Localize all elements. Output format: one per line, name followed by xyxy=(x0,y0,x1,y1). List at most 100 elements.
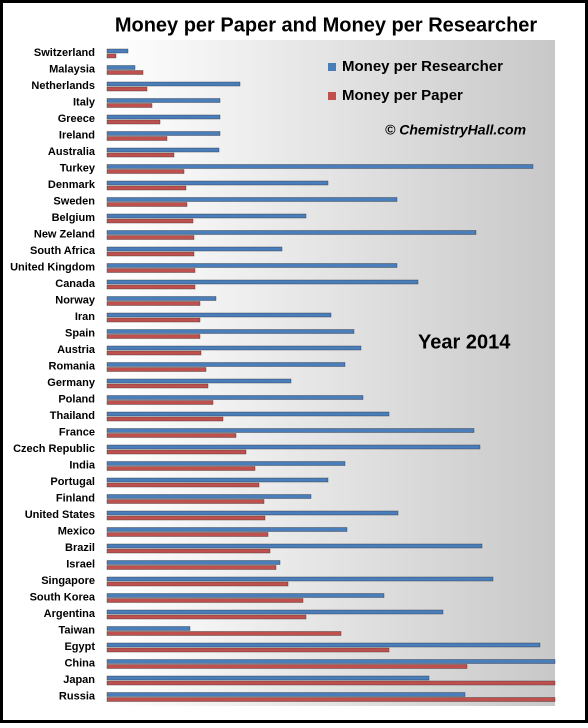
bar xyxy=(106,70,144,75)
bar xyxy=(106,329,355,334)
bar xyxy=(106,515,266,521)
bar xyxy=(106,202,188,207)
bar xyxy=(106,114,221,120)
plot-area xyxy=(107,40,555,706)
bar xyxy=(106,334,201,339)
bar xyxy=(106,152,175,158)
bar xyxy=(106,218,194,224)
bar xyxy=(106,131,221,136)
y-tick-label: France xyxy=(59,426,95,438)
bar xyxy=(106,284,196,290)
bar xyxy=(106,53,117,59)
bar xyxy=(106,103,153,108)
bar xyxy=(106,449,247,455)
bar xyxy=(106,642,541,648)
bar xyxy=(106,147,220,153)
bar xyxy=(106,532,269,537)
legend-swatch xyxy=(328,92,336,100)
bar xyxy=(106,362,346,367)
bar xyxy=(106,593,385,598)
bar xyxy=(106,560,281,565)
bar xyxy=(106,494,312,499)
bar xyxy=(106,312,332,318)
bar xyxy=(106,614,307,620)
bar xyxy=(106,395,364,400)
y-tick-label: Austria xyxy=(57,344,96,356)
y-tick-label: Romania xyxy=(49,360,96,372)
y-tick-label: Singapore xyxy=(41,575,95,587)
bar xyxy=(106,466,256,471)
bar xyxy=(106,296,217,301)
y-tick-label: Canada xyxy=(55,278,96,290)
bar xyxy=(106,98,221,103)
y-tick-label: United States xyxy=(25,509,95,521)
bar xyxy=(106,197,398,202)
y-tick-label: Spain xyxy=(65,327,95,339)
annotation: Year 2014 xyxy=(418,331,511,353)
y-tick-label: Switzerland xyxy=(34,47,95,59)
y-tick-label: Iran xyxy=(75,311,95,323)
bar xyxy=(106,65,136,70)
bar xyxy=(106,180,329,186)
bar xyxy=(106,263,398,268)
y-tick-label: Israel xyxy=(66,558,95,570)
y-tick-label: Finland xyxy=(56,492,95,504)
legend-label: Money per Researcher xyxy=(342,58,503,75)
y-tick-label: Argentina xyxy=(44,608,96,620)
y-tick-label: Turkey xyxy=(60,162,96,174)
bar xyxy=(106,433,237,438)
y-tick-label: Thailand xyxy=(50,410,95,422)
bar xyxy=(106,664,468,669)
y-tick-label: Japan xyxy=(63,674,95,686)
bar xyxy=(106,680,556,686)
bar xyxy=(106,383,209,389)
legend-swatch xyxy=(328,63,336,71)
y-tick-label: Italy xyxy=(73,96,96,108)
y-tick-label: Mexico xyxy=(58,525,96,537)
bar xyxy=(106,499,265,504)
bar xyxy=(106,631,342,636)
y-tick-label: Netherlands xyxy=(31,80,95,92)
bar xyxy=(106,48,129,54)
bar xyxy=(106,251,195,257)
bar xyxy=(106,416,224,422)
y-tick-label: Denmark xyxy=(48,179,96,191)
y-tick-label: Norway xyxy=(55,294,96,306)
bar xyxy=(106,86,148,92)
y-tick-label: Russia xyxy=(59,690,96,702)
bar xyxy=(106,444,481,450)
bar xyxy=(106,609,444,615)
y-tick-label: Germany xyxy=(47,377,96,389)
bar xyxy=(106,428,475,433)
bar xyxy=(106,301,201,306)
bar xyxy=(106,675,430,681)
y-tick-label: Portugal xyxy=(50,476,95,488)
y-tick-label: New Zeland xyxy=(34,228,95,240)
bar xyxy=(106,411,390,417)
bar xyxy=(106,230,477,235)
bar xyxy=(106,268,196,273)
bar xyxy=(106,400,214,405)
bar xyxy=(106,235,195,240)
bar xyxy=(106,548,271,554)
bar xyxy=(106,510,399,516)
bar xyxy=(106,477,329,483)
y-tick-label: United Kingdom xyxy=(10,261,95,273)
bar xyxy=(106,647,390,653)
y-tick-label: Belgium xyxy=(52,212,96,224)
y-tick-label: Ireland xyxy=(59,129,95,141)
legend-label: Money per Paper xyxy=(342,87,463,104)
y-tick-label: Czech Republic xyxy=(13,443,95,455)
bar xyxy=(106,565,277,570)
bar xyxy=(106,345,362,351)
y-tick-label: India xyxy=(69,459,96,471)
bar xyxy=(106,626,191,631)
bar xyxy=(106,697,556,702)
bar xyxy=(106,378,292,384)
bar xyxy=(106,543,483,549)
bar xyxy=(106,576,494,582)
bar xyxy=(106,317,201,323)
y-tick-label: Poland xyxy=(58,393,95,405)
